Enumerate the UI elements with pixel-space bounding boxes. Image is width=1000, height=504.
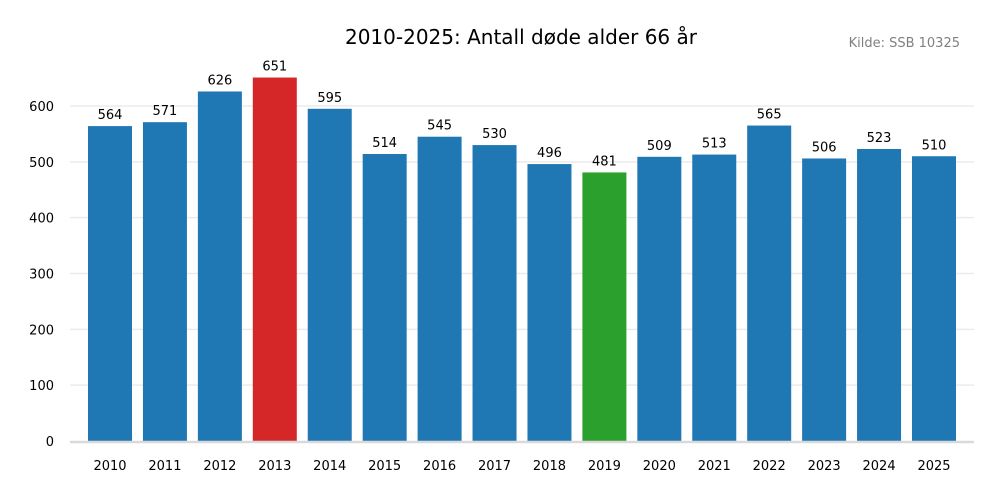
x-tick-label: 2022 <box>753 459 786 474</box>
data-label-2015: 514 <box>372 136 397 151</box>
data-label-2022: 565 <box>757 108 782 123</box>
bar-2013 <box>252 77 297 442</box>
x-tick-label: 2015 <box>368 459 401 474</box>
chart-title: 2010-2025: Antall døde alder 66 år <box>345 25 698 49</box>
data-label-2017: 530 <box>482 127 507 142</box>
bar-2023 <box>802 158 847 441</box>
data-label-2018: 496 <box>537 146 562 161</box>
x-tick-label: 2012 <box>203 459 236 474</box>
x-tick-label: 2017 <box>478 459 511 474</box>
data-label-2016: 545 <box>427 119 452 134</box>
data-label-2025: 510 <box>922 138 947 153</box>
x-tick-label: 2014 <box>313 459 346 474</box>
data-label-2012: 626 <box>207 73 232 88</box>
x-tick-label: 2023 <box>808 459 841 474</box>
bar-2021 <box>692 154 737 441</box>
x-tick-label: 2020 <box>643 459 676 474</box>
bars <box>88 77 956 442</box>
bar-2019 <box>582 172 627 442</box>
x-tick-label: 2021 <box>698 459 731 474</box>
x-axis-ticks: 2010 2011 2012 2013 2014 2015 2016 2017 2018 2019… <box>93 459 950 474</box>
x-tick-label: 2025 <box>917 459 950 474</box>
data-label-2011: 571 <box>153 104 178 119</box>
y-axis-ticks: 0 100 200 300 400 500 600 <box>29 100 54 450</box>
y-tick-label: 400 <box>29 212 54 227</box>
source-label: Kilde: SSB 10325 <box>849 36 960 51</box>
x-tick-label: 2019 <box>588 459 621 474</box>
bar-2010 <box>88 126 132 441</box>
bar-2012 <box>197 91 242 441</box>
y-tick-label: 100 <box>29 379 54 394</box>
data-label-2023: 506 <box>812 140 837 155</box>
data-labels: 564 571 626 651 595 514 545 530 496 481 509 513 565 5… <box>98 60 947 170</box>
bar-2020 <box>637 156 682 441</box>
bar-2016 <box>417 136 462 442</box>
bar-2024 <box>857 148 902 441</box>
x-tick-label: 2013 <box>258 459 291 474</box>
bar-2018 <box>527 164 572 442</box>
data-label-2010: 564 <box>98 108 123 123</box>
bar-2025 <box>912 156 956 441</box>
x-tick-label: 2018 <box>533 459 566 474</box>
bar-2011 <box>142 122 187 442</box>
bar-2015 <box>362 154 407 441</box>
data-label-2013: 651 <box>262 60 287 75</box>
x-tick-label: 2024 <box>863 459 896 474</box>
data-label-2020: 509 <box>647 139 672 154</box>
x-tick-label: 2011 <box>148 459 181 474</box>
bar-2014 <box>307 108 352 442</box>
x-tick-label: 2010 <box>93 459 126 474</box>
y-tick-label: 300 <box>29 268 54 283</box>
data-label-2014: 595 <box>317 91 342 106</box>
bar-2017 <box>472 145 517 442</box>
bar-2022 <box>747 125 792 442</box>
y-tick-label: 500 <box>29 156 54 171</box>
data-label-2021: 513 <box>702 137 727 152</box>
y-tick-label: 0 <box>46 435 54 450</box>
data-label-2019: 481 <box>592 154 617 169</box>
y-tick-label: 200 <box>29 323 54 338</box>
y-tick-label: 600 <box>29 100 54 115</box>
data-label-2024: 523 <box>867 131 892 146</box>
x-tick-label: 2016 <box>423 459 456 474</box>
